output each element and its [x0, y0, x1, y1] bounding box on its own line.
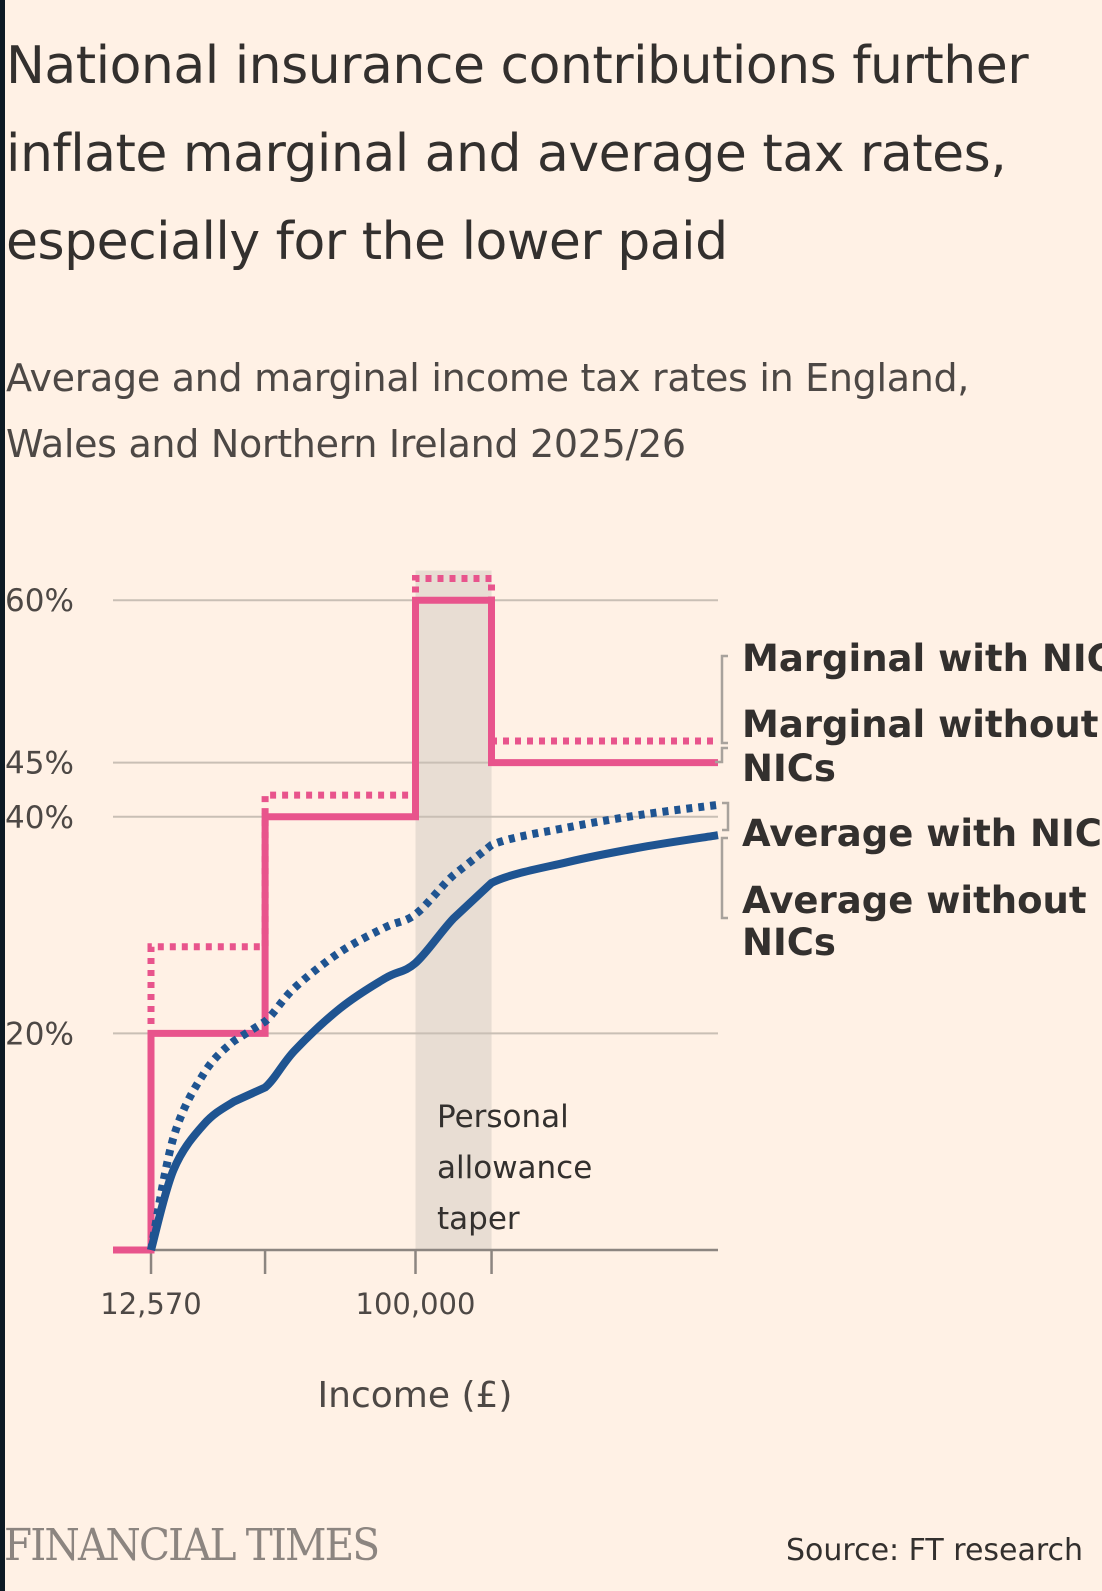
- x-axis: 12,570 100,000: [100, 1248, 718, 1321]
- tax-rate-chart: 20% 40% 45% 60% 12,570 100,000 Personal allow…: [5, 570, 1102, 1416]
- legend-label: Average without: [742, 879, 1087, 922]
- series-average-with-nics: [147, 800, 719, 1251]
- shade-layer: [415, 570, 492, 1250]
- page-title: National insurance contributions further…: [6, 22, 1102, 286]
- legend-bracket: [715, 746, 728, 764]
- legend-bracket: [722, 801, 730, 832]
- legend-label: Marginal with NICs: [742, 637, 1102, 680]
- title-line: especially for the lower paid: [6, 212, 728, 272]
- subtitle-line: Wales and Northern Ireland 2025/26: [6, 422, 686, 466]
- series-marginal-with-nics: [113, 575, 718, 1254]
- legend-bracket: [720, 654, 728, 745]
- legend-label: NICs: [742, 921, 836, 964]
- y-tick-label: 60%: [5, 583, 74, 619]
- y-tick-label: 20%: [5, 1016, 74, 1052]
- legend-bracket: [720, 836, 728, 920]
- series-average-without-nics: [147, 831, 719, 1252]
- chart-subtitle: Average and marginal income tax rates in…: [6, 345, 969, 477]
- annotation-layer: Personal allowance taper: [437, 1099, 592, 1237]
- left-edge-bar: [0, 0, 5, 1591]
- x-axis-title: Income (£): [318, 1375, 513, 1416]
- legend-label: NICs: [742, 747, 836, 790]
- taper-shaded-region: [415, 570, 492, 1250]
- title-line: National insurance contributions further: [6, 36, 1029, 96]
- series-layer: [113, 575, 719, 1254]
- legend-label: Marginal without: [742, 703, 1098, 746]
- y-axis-labels: 20% 40% 45% 60%: [5, 583, 74, 1052]
- x-tick-label: 12,570: [100, 1287, 201, 1321]
- title-line: inflate marginal and average tax rates,: [6, 124, 1007, 184]
- taper-annotation-line: taper: [437, 1201, 520, 1237]
- taper-annotation-line: allowance: [437, 1150, 592, 1186]
- legend-label: Average with NICs: [742, 812, 1102, 855]
- source-note: Source: FT research: [786, 1533, 1084, 1568]
- taper-annotation-line: Personal: [437, 1099, 569, 1135]
- y-tick-label: 40%: [5, 800, 74, 836]
- ft-logo: FINANCIAL TIMES: [4, 1520, 380, 1571]
- subtitle-line: Average and marginal income tax rates in…: [6, 356, 970, 400]
- y-tick-label: 45%: [5, 746, 74, 782]
- x-tick-label: 100,000: [356, 1287, 476, 1321]
